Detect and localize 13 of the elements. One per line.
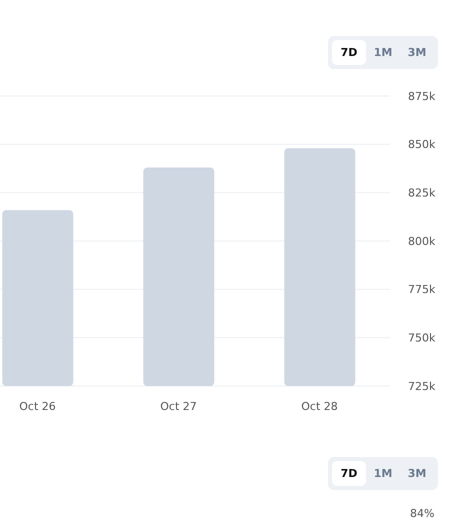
y-tick-label: 850k	[408, 138, 436, 152]
y-tick-label: 725k	[408, 380, 436, 393]
range-selector: 7D 1M 3M	[328, 36, 438, 69]
text: 84%	[410, 507, 434, 520]
y-tick-label: 875k	[408, 90, 436, 103]
x-tick-label: Oct 26	[19, 400, 56, 413]
y-tick-label: 750k	[408, 332, 436, 345]
x-tick-label: Oct 27	[160, 400, 197, 413]
x-tick-label: Oct 28	[301, 400, 338, 413]
range-selector: 7D 1M 3M	[328, 457, 438, 490]
y-tick-label: 825k	[408, 186, 436, 200]
y-tick-label: 800k	[408, 234, 436, 248]
y-tick-label: 775k	[408, 283, 436, 296]
